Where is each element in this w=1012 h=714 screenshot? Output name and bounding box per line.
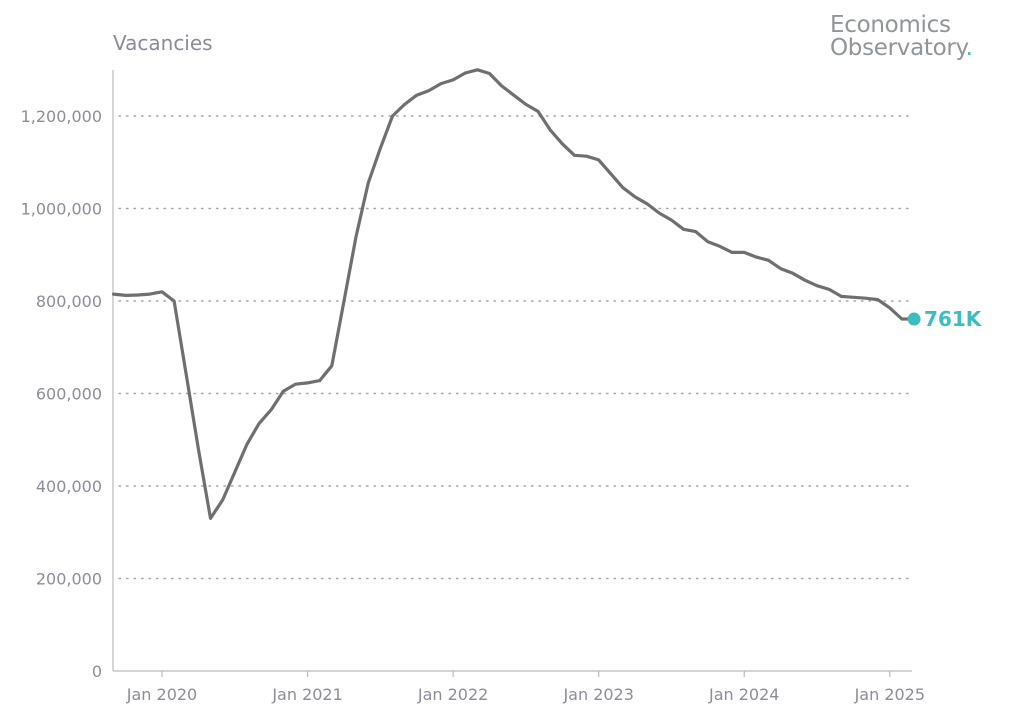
annotation-layer: 761K <box>907 307 983 331</box>
y-tick-label: 1,000,000 <box>21 200 102 219</box>
x-tick-label: Jan 2023 <box>562 685 633 704</box>
y-tick-label: 1,200,000 <box>21 107 102 126</box>
x-tick-label: Jan 2021 <box>271 685 342 704</box>
y-tick-label: 400,000 <box>36 477 102 496</box>
logo-line-2-text: Observatory <box>830 35 966 61</box>
x-tick-label: Jan 2022 <box>417 685 488 704</box>
y-tick-label: 800,000 <box>36 292 102 311</box>
gridlines <box>118 115 909 580</box>
logo-dot: . <box>965 35 973 61</box>
y-axis-ticks: 0 200,000 400,000 600,000 800,000 1,000,000 1,… <box>21 107 102 681</box>
axes <box>112 70 912 672</box>
x-tick-label: Jan 2024 <box>708 685 779 704</box>
y-tick-label: 0 <box>92 662 102 681</box>
x-tick-label: Jan 2020 <box>126 685 197 704</box>
x-axis-ticks: Jan 2020 Jan 2021 Jan 2022 Jan 2023 Jan 2024… <box>126 671 925 704</box>
series-layer <box>111 68 916 521</box>
end-point-marker <box>907 312 921 326</box>
end-value-label: 761K <box>924 307 983 331</box>
chart-title: Vacancies <box>113 31 213 55</box>
economics-observatory-logo: Economics Observatory. <box>830 14 973 60</box>
y-tick-label: 200,000 <box>36 570 102 589</box>
logo-line-1: Economics <box>830 12 951 38</box>
vacancies-series-line <box>111 68 916 521</box>
y-tick-label: 600,000 <box>36 385 102 404</box>
x-tick-label: Jan 2025 <box>854 685 925 704</box>
logo-line-2: Observatory. <box>830 37 973 60</box>
